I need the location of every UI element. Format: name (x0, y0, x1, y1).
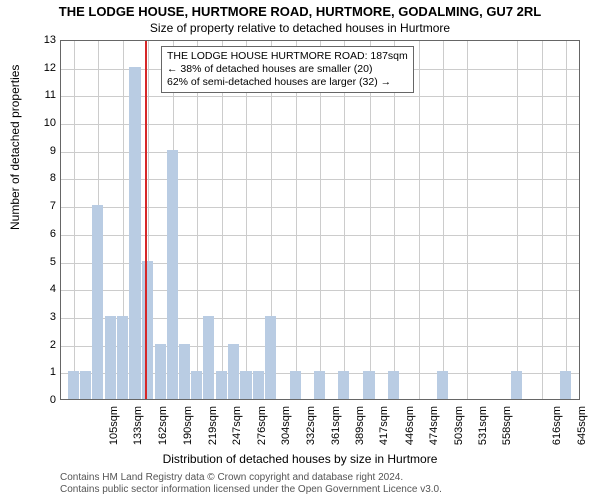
histogram-bar (560, 371, 571, 399)
histogram-bar (92, 205, 103, 399)
histogram-bar (68, 371, 79, 399)
x-tick-label: 304sqm (281, 406, 293, 445)
gridline-v (394, 41, 395, 399)
y-tick-label: 10 (44, 117, 56, 129)
plot-area: THE LODGE HOUSE HURTMORE ROAD: 187sqm← 3… (60, 40, 580, 400)
histogram-bar (388, 371, 399, 399)
y-tick-label: 7 (50, 200, 56, 212)
gridline-v (197, 41, 198, 399)
footer-line-2: Contains public sector information licen… (60, 484, 442, 496)
histogram-bar (437, 371, 448, 399)
x-tick-label: 162sqm (158, 406, 170, 445)
gridline-v (443, 41, 444, 399)
histogram-bar (240, 371, 251, 399)
histogram-bar (142, 261, 153, 399)
annotation-line: THE LODGE HOUSE HURTMORE ROAD: 187sqm (167, 50, 408, 63)
y-tick-label: 9 (50, 145, 56, 157)
histogram-bar (105, 316, 116, 399)
x-tick-label: 133sqm (132, 406, 144, 445)
annotation-box: THE LODGE HOUSE HURTMORE ROAD: 187sqm← 3… (161, 46, 414, 93)
histogram-bar (191, 371, 202, 399)
x-tick-label: 219sqm (207, 406, 219, 445)
y-tick-label: 13 (44, 34, 56, 46)
histogram-bar (338, 371, 349, 399)
y-tick-label: 0 (50, 394, 56, 406)
histogram-bar (290, 371, 301, 399)
gridline-v (222, 41, 223, 399)
histogram-bar (155, 344, 166, 399)
x-tick-label: 446sqm (404, 406, 416, 445)
gridline-v (419, 41, 420, 399)
histogram-bar (265, 316, 276, 399)
histogram-bar (216, 371, 227, 399)
x-tick-label: 503sqm (453, 406, 465, 445)
footer-attribution: Contains HM Land Registry data © Crown c… (60, 472, 442, 496)
histogram-bar (203, 316, 214, 399)
y-tick-label: 6 (50, 228, 56, 240)
x-tick-label: 558sqm (501, 406, 513, 445)
x-tick-label: 361sqm (330, 406, 342, 445)
main-title: THE LODGE HOUSE, HURTMORE ROAD, HURTMORE… (0, 4, 600, 19)
histogram-bar (228, 344, 239, 399)
x-tick-label: 389sqm (354, 406, 366, 445)
gridline-v (296, 41, 297, 399)
y-tick-label: 3 (50, 311, 56, 323)
histogram-bar (363, 371, 374, 399)
x-tick-label: 105sqm (108, 406, 120, 445)
histogram-bar (253, 371, 264, 399)
y-tick-label: 1 (50, 366, 56, 378)
gridline-v (344, 41, 345, 399)
gridline-v (246, 41, 247, 399)
x-tick-label: 332sqm (305, 406, 317, 445)
gridline-v (467, 41, 468, 399)
x-tick-label: 531sqm (477, 406, 489, 445)
gridline-v (370, 41, 371, 399)
annotation-line: ← 38% of detached houses are smaller (20… (167, 63, 408, 76)
histogram-bar (314, 371, 325, 399)
y-axis-label: Number of detached properties (8, 65, 22, 230)
property-marker-line (145, 41, 147, 399)
histogram-bar (511, 371, 522, 399)
x-tick-label: 474sqm (428, 406, 440, 445)
gridline-v (320, 41, 321, 399)
x-tick-label: 276sqm (256, 406, 268, 445)
histogram-bar (117, 316, 128, 399)
y-tick-label: 5 (50, 256, 56, 268)
histogram-bar (129, 67, 140, 399)
gridline-v (542, 41, 543, 399)
y-tick-label: 11 (45, 89, 56, 101)
y-tick-label: 8 (50, 172, 56, 184)
chart-container: THE LODGE HOUSE, HURTMORE ROAD, HURTMORE… (0, 0, 600, 500)
histogram-bar (80, 371, 91, 399)
x-tick-label: 616sqm (551, 406, 563, 445)
y-tick-label: 4 (50, 283, 56, 295)
annotation-line: 62% of semi-detached houses are larger (… (167, 76, 408, 89)
footer-line-1: Contains HM Land Registry data © Crown c… (60, 472, 442, 484)
x-tick-label: 417sqm (379, 406, 391, 445)
x-tick-label: 645sqm (576, 406, 588, 445)
x-tick-label: 190sqm (182, 406, 194, 445)
sub-title: Size of property relative to detached ho… (0, 21, 600, 35)
histogram-bar (167, 150, 178, 399)
x-tick-label: 247sqm (231, 406, 243, 445)
y-tick-label: 12 (44, 62, 56, 74)
gridline-v (517, 41, 518, 399)
histogram-bar (179, 344, 190, 399)
x-axis-label: Distribution of detached houses by size … (0, 452, 600, 466)
gridline-v (74, 41, 75, 399)
gridline-v (566, 41, 567, 399)
y-tick-label: 2 (50, 339, 56, 351)
